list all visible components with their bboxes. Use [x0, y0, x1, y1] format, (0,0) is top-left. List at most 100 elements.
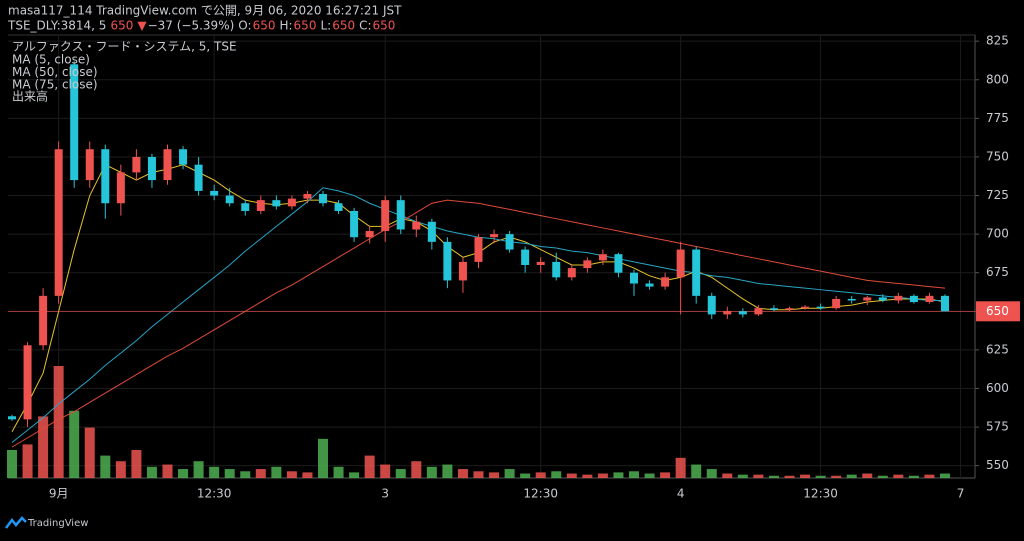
quote-field: H: — [279, 19, 292, 33]
x-tick-label: 7 — [957, 487, 965, 501]
candle-body — [801, 306, 810, 309]
y-tick-label: 550 — [986, 458, 1009, 472]
volume-bar — [831, 475, 842, 478]
y-tick-label: 750 — [986, 149, 1009, 163]
legend-symbol: アルファクス・フード・システム, 5, TSE — [12, 40, 237, 54]
y-tick-label: 825 — [986, 34, 1009, 48]
candle-body — [256, 200, 265, 211]
volume-bar — [442, 464, 453, 478]
plot: 550 575 600 625 650 675 700 725 750 775 800 825 9月 12… — [7, 34, 1020, 501]
volume-bar — [318, 438, 328, 478]
header-quote: TSE_DLY:3814, 5 650 ▼ −37 (−5.39%) O: 650 H: 65… — [7, 19, 395, 33]
volume-bar — [877, 475, 888, 478]
volume-bar — [940, 473, 950, 478]
legend-volume: 出来高 — [12, 89, 48, 104]
volume-bar — [908, 475, 919, 478]
x-tick-label: 4 — [677, 487, 685, 501]
candle-body — [147, 156, 156, 181]
volume-bar — [862, 473, 873, 478]
candle-body — [8, 416, 16, 420]
volume-bar — [737, 474, 748, 478]
candle-body — [630, 272, 638, 284]
volume-bar — [660, 472, 671, 478]
volume-bar — [893, 474, 904, 478]
candle-body — [427, 221, 436, 242]
volume-bar — [302, 472, 313, 478]
candle-body — [287, 198, 296, 207]
quote-field: 650 — [294, 19, 317, 33]
legend-entry: MA (5, close) — [12, 53, 90, 67]
candle-body — [614, 254, 623, 273]
volume-bar — [722, 473, 733, 478]
ma-line — [11, 199, 946, 448]
candle-body — [319, 193, 327, 204]
candle-body — [832, 298, 841, 309]
candle-body — [101, 149, 110, 204]
volume-bar — [691, 464, 702, 478]
candle-body — [754, 308, 763, 315]
candle-body — [412, 221, 421, 230]
x-tick-label: 12:30 — [523, 487, 558, 501]
volume-bar — [333, 466, 344, 478]
volume-bar — [613, 472, 624, 478]
last-price-box — [976, 301, 1020, 322]
candle-body — [785, 308, 794, 310]
volume-bar — [753, 474, 764, 478]
volume-bar — [209, 466, 220, 478]
candle-body — [536, 261, 545, 265]
volume-bar — [582, 474, 593, 478]
candle-body — [443, 241, 452, 281]
candle-body — [925, 295, 934, 303]
y-tick-label: 600 — [986, 381, 1009, 395]
y-tick-label: 775 — [986, 111, 1009, 125]
candle-body — [521, 249, 530, 265]
quote-field: TSE_DLY:3814, 5 — [7, 19, 106, 33]
candle-body — [39, 295, 48, 346]
volume-bar — [551, 471, 562, 478]
volume-bar — [535, 472, 546, 478]
quote-field: 650 — [373, 19, 396, 33]
candle-body — [23, 345, 32, 420]
x-tick-label: 12:30 — [197, 487, 232, 501]
volume-bar — [489, 472, 500, 478]
volume-bar — [255, 469, 266, 478]
candle-body — [941, 295, 949, 312]
candle-body — [458, 261, 467, 281]
candle-body — [396, 200, 405, 230]
volume-bar — [629, 471, 639, 478]
volume-bar — [115, 461, 126, 478]
candle-body — [847, 298, 856, 301]
candle-body — [738, 311, 747, 315]
candle-body — [350, 210, 359, 238]
quote-field: ▼ — [137, 19, 147, 33]
x-tick-label: 12:30 — [803, 487, 838, 501]
volume-bar — [473, 471, 484, 478]
candle-body — [769, 308, 778, 310]
x-tick-label: 9月 — [49, 487, 69, 501]
volume-bar — [84, 427, 95, 478]
volume-bar — [426, 466, 437, 478]
legend-entry: MA (75, close) — [12, 78, 98, 92]
volume-bar — [768, 475, 779, 478]
volume-bar — [784, 475, 795, 478]
y-tick-label: 700 — [986, 227, 1009, 241]
x-tick-label: 3 — [381, 487, 389, 501]
candle-body — [210, 190, 219, 196]
candle-body — [179, 149, 188, 165]
volume-bar — [504, 469, 515, 478]
y-tick-label: 675 — [986, 265, 1009, 279]
candle-body — [85, 149, 94, 181]
candle-body — [676, 249, 685, 278]
candle-body — [598, 254, 607, 261]
y-tick-label: 725 — [986, 188, 1009, 202]
logo — [5, 516, 27, 529]
candle-body — [552, 261, 561, 278]
volume-bar — [566, 473, 577, 478]
candle-body — [707, 295, 716, 315]
candle-body — [54, 149, 63, 296]
volume-bar — [644, 473, 655, 478]
candle-body — [909, 295, 918, 303]
